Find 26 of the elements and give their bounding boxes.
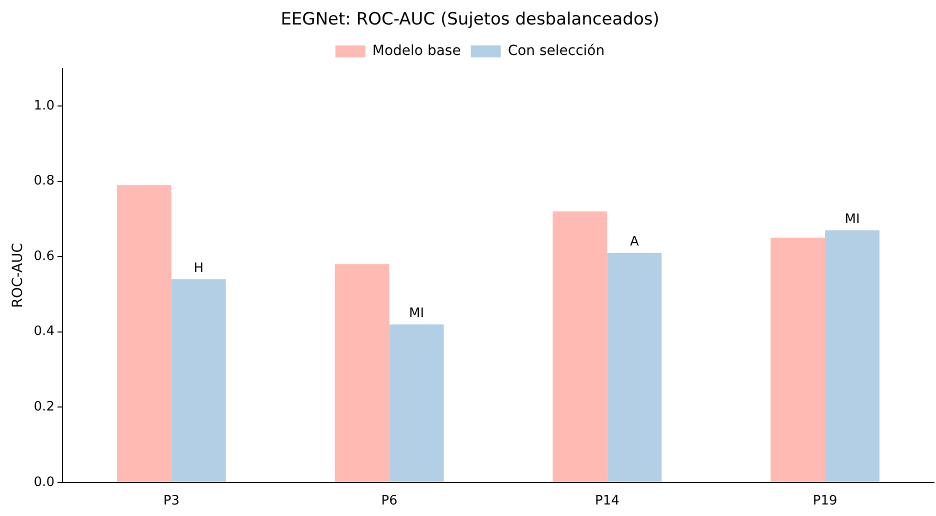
bar [171,279,226,482]
legend-label: Con selección [508,43,605,60]
y-axis-title: ROC-AUC [10,242,26,308]
x-tick-label: P3 [163,494,180,509]
x-tick-label: P19 [812,494,838,509]
x-tick-label: P6 [381,494,398,509]
data-label: MI [409,306,424,322]
data-label: H [194,261,204,276]
bar [607,252,662,482]
data-label: A [630,234,639,250]
y-tick-label: 0.6 [34,248,54,264]
bar [334,264,390,482]
bar [552,211,608,482]
y-tick-label: 0.8 [34,174,54,189]
bar [116,185,172,482]
bar [825,230,880,482]
y-tick-label: 1.0 [34,98,54,114]
y-tick-label: 0.4 [34,324,54,340]
bar [389,324,444,482]
legend-label: Modelo base [372,43,461,60]
data-label: MI [844,212,860,228]
y-tick-label: 0.0 [34,474,54,490]
x-tick-label: P14 [594,494,620,509]
chart-title: EEGNet: ROC-AUC (Sujetos desbalanceados) [280,10,660,30]
bar [770,238,826,482]
y-tick-label: 0.2 [34,400,54,414]
